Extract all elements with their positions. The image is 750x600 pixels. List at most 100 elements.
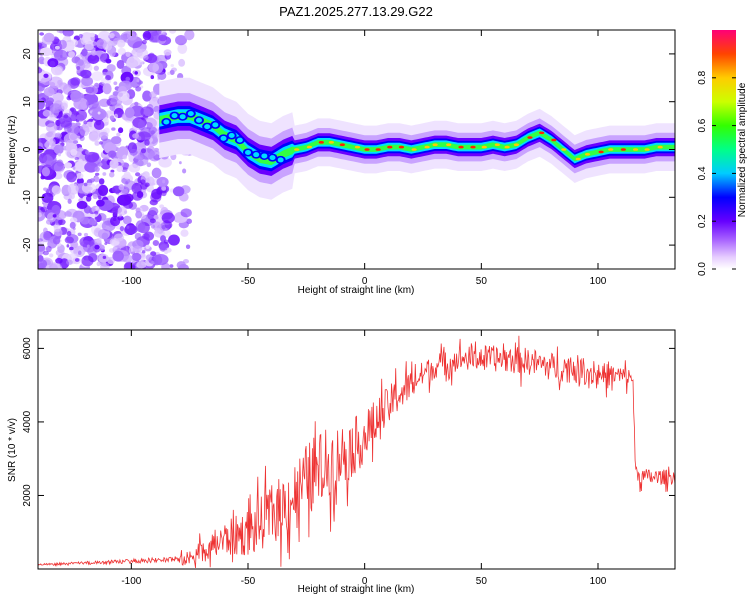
noise-blob	[169, 264, 174, 268]
y-tick-label: 0	[22, 146, 33, 152]
noise-blob	[77, 232, 82, 237]
noise-blob	[96, 237, 102, 244]
noise-blob	[70, 77, 81, 86]
noise-blob	[70, 108, 75, 112]
noise-blob	[82, 32, 95, 45]
noise-blob	[38, 82, 45, 92]
noise-blob	[135, 220, 146, 233]
noise-blob	[110, 215, 121, 227]
colorbar-ticks: 0.0 0.2 0.4 0.6 0.8	[697, 70, 736, 276]
noise-blob	[62, 30, 74, 37]
x-tick-label: 100	[590, 576, 607, 587]
noise-blob	[67, 183, 79, 195]
ridge-blob-core	[187, 111, 194, 117]
ridge-blob-core	[236, 137, 243, 143]
noise-blob	[80, 69, 92, 79]
ridge-blob-core	[163, 119, 170, 125]
spectrogram-layer	[38, 30, 675, 269]
noise-blob	[158, 157, 172, 168]
noise-blob	[74, 156, 79, 161]
noise-blob	[81, 48, 88, 57]
noise-blob	[157, 30, 162, 35]
noise-blob	[52, 236, 61, 245]
noise-blob	[93, 175, 100, 183]
ridge-peak	[318, 141, 324, 144]
ridge-peak	[411, 148, 417, 151]
ridge-peak	[328, 141, 334, 144]
noise-blob	[144, 55, 149, 61]
y-tick-label: 10	[22, 96, 33, 108]
noise-blob	[150, 260, 156, 265]
noise-blob	[40, 76, 52, 86]
noise-blob	[38, 212, 42, 218]
noise-blob	[54, 132, 62, 139]
ridge-peak	[644, 148, 650, 151]
noise-blob	[76, 172, 84, 179]
noise-blob	[150, 251, 157, 257]
noise-blob	[38, 98, 45, 110]
noise-blob	[116, 165, 123, 172]
x-tick-label: 0	[362, 276, 368, 287]
noise-blob	[149, 199, 158, 206]
noise-blob	[149, 218, 157, 224]
noise-blob	[64, 211, 72, 217]
noise-blob	[102, 172, 107, 176]
noise-blob	[51, 185, 61, 195]
noise-blob	[38, 56, 45, 65]
ridge-peak	[432, 143, 438, 147]
noise-blob	[39, 32, 45, 36]
noise-blob	[112, 91, 119, 96]
noise-blob	[180, 229, 189, 237]
noise-blob	[94, 140, 100, 146]
noise-blob	[121, 188, 129, 194]
noise-blob	[38, 258, 48, 269]
noise-blob	[67, 127, 72, 133]
colorbar-label: Normalized spectral amplitude	[737, 82, 748, 217]
noise-blob	[140, 106, 154, 118]
noise-blob	[40, 47, 53, 57]
noise-blob	[58, 218, 66, 226]
noise-blob	[45, 245, 52, 253]
ridge-peak	[527, 136, 533, 139]
noise-blob	[125, 76, 131, 82]
noise-blob	[78, 33, 84, 39]
x-tick-label: -50	[241, 576, 256, 587]
ridge-blob-core	[204, 124, 211, 130]
noise-blob	[96, 38, 107, 50]
noise-blob	[150, 75, 155, 80]
noise-blob	[70, 91, 82, 103]
ridge-blob-core	[261, 153, 268, 159]
x-tick-label: 0	[362, 576, 368, 587]
noise-blob	[70, 148, 78, 156]
noise-blob	[119, 225, 125, 232]
noise-blob	[48, 114, 57, 122]
noise-blob	[113, 81, 118, 86]
noise-blob	[66, 230, 72, 237]
noise-blob	[85, 195, 92, 202]
ridge-peak	[294, 148, 300, 151]
noise-blob	[89, 178, 95, 183]
noise-blob	[81, 76, 94, 87]
ridge-peak	[598, 150, 604, 154]
noise-blob	[135, 210, 143, 219]
noise-blob	[38, 67, 43, 74]
noise-blob	[53, 144, 64, 155]
noise-blob	[103, 157, 109, 161]
noise-blob	[179, 161, 182, 165]
noise-blob	[79, 216, 90, 225]
snr-x-axis: -100 -50 0 50 100	[121, 330, 607, 587]
noise-blob	[158, 34, 167, 42]
noise-blob	[79, 124, 90, 137]
noise-blob	[184, 30, 195, 41]
noise-blob	[92, 193, 98, 200]
noise-blob	[69, 221, 76, 229]
noise-blob	[104, 242, 108, 246]
noise-blob	[38, 138, 42, 144]
ridge-peak	[584, 152, 591, 156]
ridge-peak	[504, 145, 510, 149]
y-tick-label: 2000	[22, 484, 33, 507]
noise-blob	[66, 259, 73, 265]
ridge-peak	[539, 131, 545, 135]
